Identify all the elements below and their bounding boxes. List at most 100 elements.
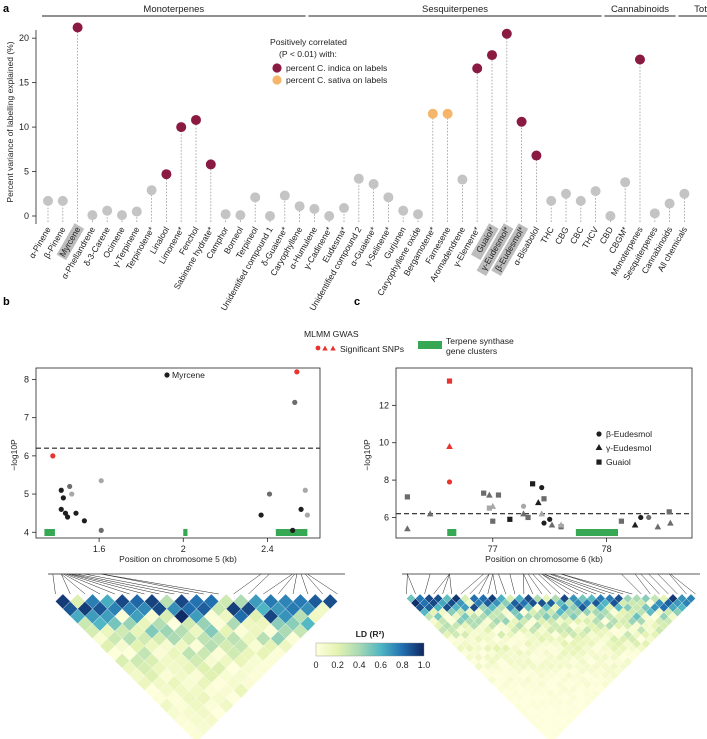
ld-connector	[657, 573, 678, 595]
lollipop-point	[605, 211, 616, 221]
y-tick-label: 20	[19, 33, 29, 43]
x-tick-label: 78	[602, 544, 612, 554]
snp-point-circle	[58, 487, 64, 493]
lollipop-point	[561, 188, 571, 199]
snp-point-square	[525, 514, 531, 521]
panel-label-a: a	[3, 3, 10, 15]
cluster-legend-title: Terpene synthase	[446, 336, 514, 346]
ld-connector	[71, 573, 160, 595]
lollipop-point	[57, 195, 68, 206]
y-tick-label: 6	[384, 512, 389, 522]
ld-connector	[61, 573, 86, 595]
ld-colorbar-title: LD (R²)	[356, 629, 385, 639]
gene-cluster-bar	[575, 529, 618, 536]
ld-connector	[561, 573, 633, 595]
snp-point-triangle	[486, 491, 493, 498]
category-highlight	[491, 223, 529, 277]
snp-point-circle	[64, 514, 71, 520]
snp-point-circle	[67, 483, 73, 490]
ld-connector	[532, 573, 552, 595]
snp-point-square	[446, 378, 453, 384]
ld-connector	[669, 573, 687, 595]
legend-marker-guaiol	[596, 459, 602, 465]
snp-triangle-marker	[330, 345, 336, 351]
gwas-legend-title: MLMM GWAS	[304, 329, 359, 339]
lollipop-point	[161, 169, 172, 180]
ld-connector	[442, 573, 450, 595]
group-label: Monoterpenes	[143, 4, 204, 15]
snp-point-circle	[304, 512, 310, 518]
ld-connector	[640, 573, 660, 595]
legend-marker-indica	[272, 63, 282, 73]
lollipop-point	[43, 195, 53, 206]
ld-connector	[75, 573, 175, 595]
ld-connector	[523, 573, 534, 595]
legend-marker-myrcene	[164, 372, 170, 378]
snp-point-circle	[69, 491, 75, 497]
ld-connector	[561, 573, 624, 595]
y-tick-label: 4	[24, 527, 29, 537]
snp-point-circle	[73, 510, 79, 516]
x-tick-label: 77	[488, 544, 498, 554]
category-highlight	[470, 223, 499, 261]
ld-connector	[300, 573, 309, 595]
snp-point-circle	[60, 495, 66, 501]
ld-connector	[52, 573, 56, 595]
plot-frame-c	[395, 367, 693, 539]
y-tick-label: 10	[19, 122, 29, 132]
panel-label-b: b	[3, 296, 10, 308]
snp-point-circle	[446, 479, 453, 485]
snp-point-triangle	[631, 521, 639, 528]
lollipop-point	[398, 205, 409, 216]
lollipop-point	[487, 50, 497, 61]
group-label: Totals	[694, 4, 707, 15]
category-highlight	[476, 223, 514, 277]
legend-label-guaiol: Guaiol	[606, 457, 631, 467]
ld-connector	[670, 573, 696, 595]
lollipop-point	[575, 195, 586, 206]
snp-point-triangle	[446, 443, 453, 450]
legend-label-sativa: percent C. sativa on labels	[286, 75, 387, 85]
lollipop-point	[413, 209, 423, 220]
lollipop-point	[131, 206, 142, 217]
group-label: Cannabinoids	[611, 4, 669, 15]
ld-connector	[541, 573, 570, 595]
ld-connector	[469, 573, 490, 595]
lollipop-point	[664, 198, 675, 209]
legend-panel-a: Positively correlated (P < 0.01) with: p…	[270, 37, 387, 85]
ld-connector	[648, 573, 669, 595]
snp-point-square	[404, 494, 410, 500]
lollipop-point	[442, 108, 453, 119]
ld-colorbar-tick: 0.4	[353, 660, 366, 670]
y-tick-label: 12	[379, 400, 389, 410]
legend-subtitle: (P < 0.01) with:	[279, 49, 337, 59]
snp-point-square	[666, 509, 672, 515]
lollipop-point	[427, 108, 438, 119]
group-label: Sesquiterpenes	[422, 4, 488, 15]
legend-marker-sativa	[272, 75, 282, 85]
ld-colorbar-tick: 1.0	[418, 660, 431, 670]
ld-cell	[322, 593, 338, 610]
ld-connector	[277, 573, 295, 595]
lollipop-point	[368, 178, 379, 189]
x-tick-label: 1.6	[93, 544, 106, 554]
lollipop-point	[250, 192, 261, 203]
lollipop-point	[546, 195, 557, 206]
y-axis-title-b: −log10P	[9, 439, 19, 471]
lollipop-point	[191, 114, 201, 125]
snp-point-triangle	[548, 521, 556, 528]
ld-connector	[621, 573, 642, 595]
legend-label-beta-eudesmol: β-Eudesmol	[606, 429, 652, 439]
x-tick-label: 2	[181, 544, 186, 554]
y-tick-label: 6	[24, 451, 29, 461]
snp-point-square	[490, 518, 496, 524]
snp-point-circle	[81, 518, 87, 524]
snp-point-circle	[258, 512, 264, 518]
panel-label-c: c	[354, 296, 360, 308]
ld-connector	[433, 573, 450, 595]
ld-connector	[307, 573, 338, 595]
snp-point-circle	[547, 516, 553, 522]
snp-point-circle	[292, 399, 298, 405]
lollipop-point	[279, 190, 290, 201]
